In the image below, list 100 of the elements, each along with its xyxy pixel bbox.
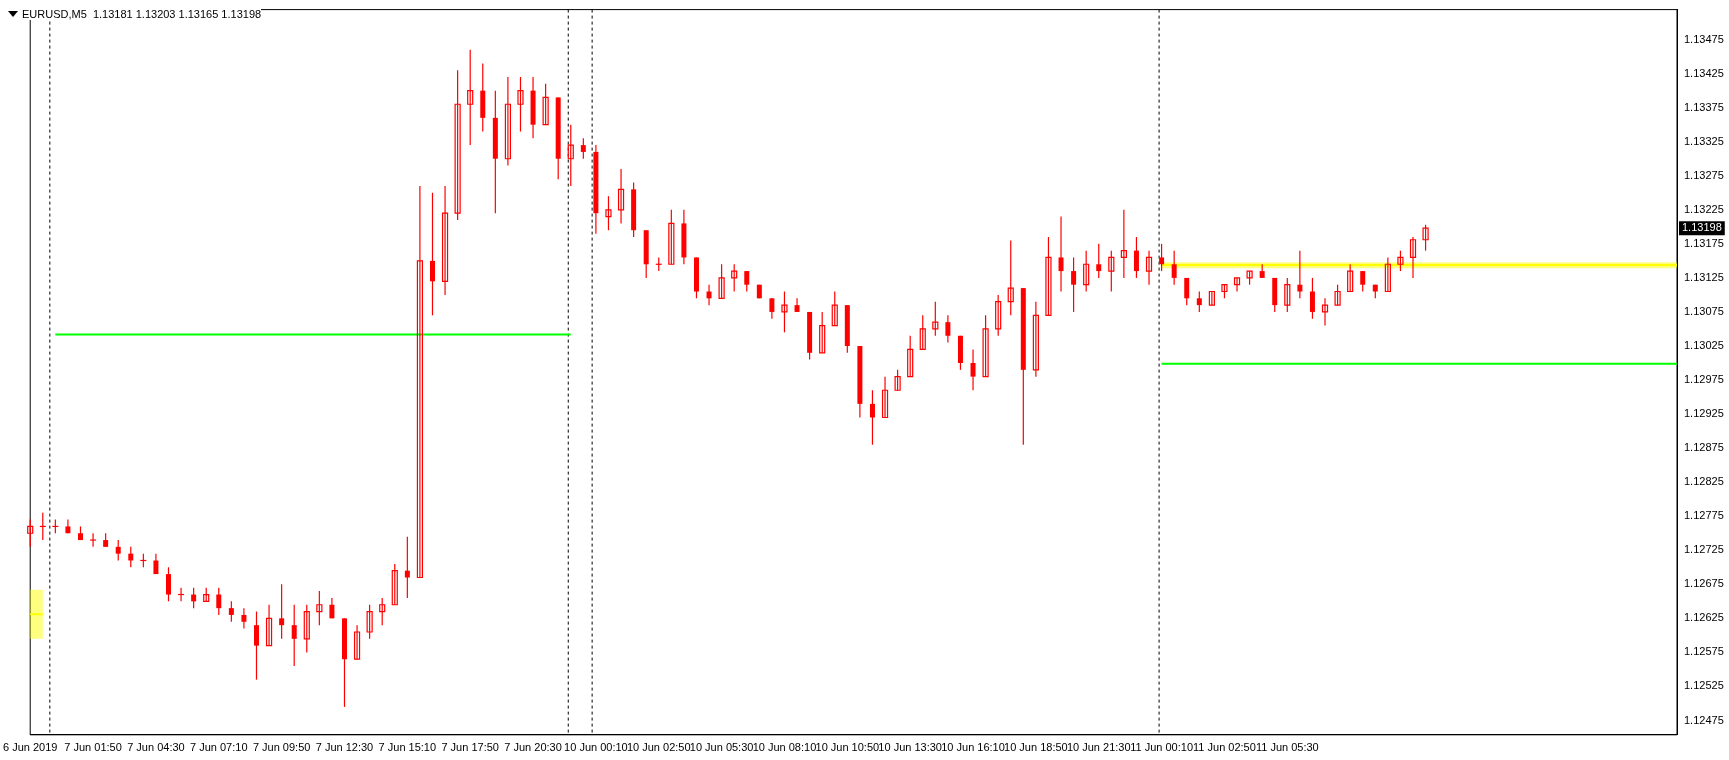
candlestick xyxy=(1184,277,1190,306)
y-tick-label: 1.12925 xyxy=(1684,407,1724,420)
x-tick-label: 10 Jun 00:10 xyxy=(564,741,628,754)
candlestick xyxy=(1233,277,1241,293)
candlestick xyxy=(27,519,34,548)
candlestick xyxy=(404,536,410,599)
candlestick xyxy=(1347,263,1354,293)
y-tick-label: 1.12975 xyxy=(1684,373,1724,386)
candlestick xyxy=(1120,209,1127,279)
y-tick-label: 1.12875 xyxy=(1684,441,1724,454)
x-tick-label: 10 Jun 16:10 xyxy=(941,741,1005,754)
candlestick xyxy=(1071,256,1077,313)
candlestick xyxy=(1145,250,1153,286)
candlestick xyxy=(89,532,97,548)
x-tick-label: 10 Jun 02:50 xyxy=(626,741,691,754)
candlestick xyxy=(279,583,285,640)
x-tick-label: 6 Jun 2019 xyxy=(3,741,58,754)
y-tick-label: 1.13225 xyxy=(1684,202,1724,215)
candlestick xyxy=(731,263,738,293)
candlestick xyxy=(1171,250,1177,286)
y-tick-label: 1.12525 xyxy=(1684,679,1724,692)
x-tick-label: 7 Jun 07:10 xyxy=(190,741,248,754)
candlestick xyxy=(517,76,524,133)
y-tick-label: 1.12775 xyxy=(1684,509,1724,522)
candlestick xyxy=(869,389,875,446)
candlestick xyxy=(605,195,612,231)
y-tick-label: 1.13075 xyxy=(1684,304,1724,317)
x-tick-label: 7 Jun 17:50 xyxy=(441,741,499,754)
candlestick xyxy=(115,539,121,562)
candlestick xyxy=(454,69,461,221)
candlestick xyxy=(1360,270,1366,293)
candlestick xyxy=(441,185,449,296)
candlestick xyxy=(1032,301,1039,378)
candlestick xyxy=(241,607,247,630)
candlestick xyxy=(166,566,171,602)
candlestick xyxy=(907,335,914,378)
candlestick xyxy=(416,185,424,579)
y-tick-label: 1.12675 xyxy=(1684,577,1724,590)
candlestick xyxy=(1007,239,1014,316)
y-tick-label: 1.12475 xyxy=(1684,713,1724,726)
y-tick-label: 1.13325 xyxy=(1684,134,1724,147)
chart-title: EURUSD,M5 1.13181 1.13203 1.13165 1.13198 xyxy=(22,8,262,20)
candlestick xyxy=(718,263,725,299)
x-tick-label: 10 Jun 08:10 xyxy=(752,741,817,754)
candlestick xyxy=(1422,224,1429,252)
y-tick-label: 1.12825 xyxy=(1684,475,1724,488)
candlestick xyxy=(1208,290,1215,306)
candlestick xyxy=(919,314,926,350)
candlestick xyxy=(1196,290,1202,313)
y-tick-label: 1.13025 xyxy=(1684,339,1724,352)
x-tick-label: 7 Jun 09:50 xyxy=(252,741,311,754)
candlestick xyxy=(1133,236,1139,279)
candlestick xyxy=(932,301,939,337)
y-tick-label: 1.12725 xyxy=(1684,543,1724,556)
candlestick xyxy=(504,76,512,167)
y-tick-label: 1.12575 xyxy=(1684,645,1724,658)
candlestick xyxy=(1297,250,1303,299)
candlestick xyxy=(228,600,234,623)
candlestick xyxy=(316,590,323,626)
candlestick xyxy=(1409,236,1417,279)
candlestick xyxy=(429,192,435,316)
candlestick xyxy=(1159,243,1165,272)
candlestick xyxy=(881,376,889,419)
y-tick-label: 1.13375 xyxy=(1684,100,1724,113)
candlestick xyxy=(668,209,675,265)
candlestick xyxy=(1309,277,1315,320)
candlestick xyxy=(894,369,901,391)
candlestick xyxy=(567,124,574,187)
candlestick xyxy=(216,587,222,616)
x-tick-label: 10 Jun 18:50 xyxy=(1004,741,1068,754)
candlestick xyxy=(366,604,373,640)
candlestick xyxy=(467,49,474,146)
x-tick-label: 7 Jun 15:10 xyxy=(378,741,437,754)
candlestick xyxy=(1321,297,1329,327)
x-tick-label: 7 Jun 04:30 xyxy=(127,741,185,754)
x-tick-label: 10 Jun 10:50 xyxy=(815,741,880,754)
y-tick-label: 1.12625 xyxy=(1684,611,1724,624)
candlestick xyxy=(253,610,259,681)
text: 1.13198 xyxy=(1682,221,1722,234)
candlestick xyxy=(1384,256,1391,293)
candlestick xyxy=(1083,250,1090,293)
x-tick-label: 10 Jun 13:30 xyxy=(878,741,942,754)
candlestick xyxy=(1058,216,1064,293)
candlestick xyxy=(831,290,838,327)
candlestick xyxy=(1096,243,1102,279)
candlestick xyxy=(580,137,586,160)
y-tick-label: 1.13425 xyxy=(1684,66,1724,79)
candlestick xyxy=(982,314,989,378)
x-tick-label: 7 Jun 12:30 xyxy=(315,741,374,754)
candlestick xyxy=(291,604,297,667)
x-tick-label: 7 Jun 01:50 xyxy=(64,741,122,754)
candlestick xyxy=(995,294,1002,337)
y-tick-label: 1.13275 xyxy=(1684,168,1724,181)
candlestick xyxy=(391,563,398,606)
candlestick xyxy=(1045,236,1052,316)
candlestick xyxy=(1397,250,1404,272)
candlestick xyxy=(303,604,310,654)
x-tick-label: 11 Jun 02:50 xyxy=(1193,741,1256,754)
candlestick xyxy=(542,83,549,126)
x-tick-label: 11 Jun 00:10 xyxy=(1130,741,1193,754)
